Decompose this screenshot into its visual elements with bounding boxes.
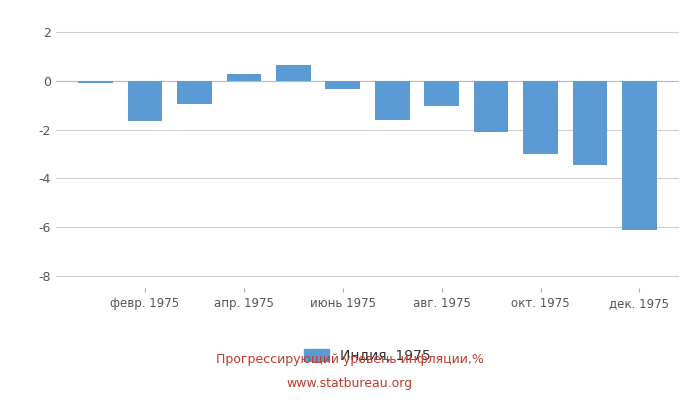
Text: www.statbureau.org: www.statbureau.org — [287, 378, 413, 390]
Bar — [227, 74, 261, 81]
Bar — [127, 81, 162, 121]
Bar — [622, 81, 657, 230]
Bar — [424, 81, 459, 106]
Bar — [573, 81, 608, 165]
Text: Прогрессирующий уровень инфляции,%: Прогрессирующий уровень инфляции,% — [216, 354, 484, 366]
Bar — [177, 81, 211, 104]
Bar — [375, 81, 410, 120]
Bar — [474, 81, 508, 132]
Bar — [524, 81, 558, 154]
Bar — [78, 81, 113, 83]
Legend: Индия, 1975: Индия, 1975 — [299, 343, 436, 368]
Bar — [276, 65, 311, 81]
Bar — [326, 81, 360, 90]
